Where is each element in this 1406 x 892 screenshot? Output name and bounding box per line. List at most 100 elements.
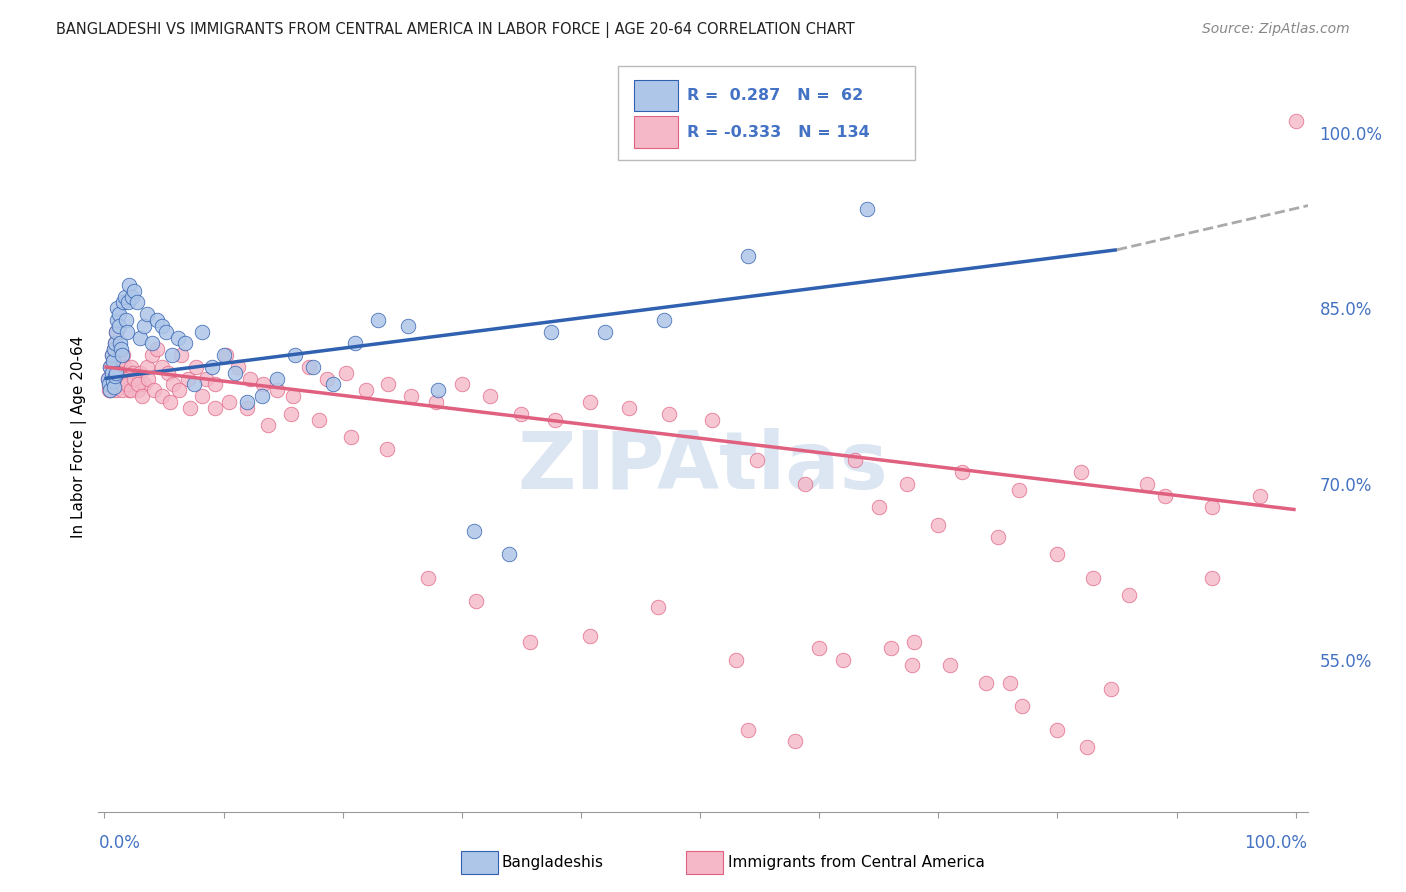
Point [785, 734, 807, 748]
Point [868, 500, 890, 515]
Text: BANGLADESHI VS IMMIGRANTS FROM CENTRAL AMERICA IN LABOR FORCE | AGE 20-64 CORREL: BANGLADESHI VS IMMIGRANTS FROM CENTRAL A… [56, 22, 855, 38]
Point [115, 325, 138, 339]
Point [141, 348, 163, 362]
Point [1118, 588, 1140, 602]
Point [114, 366, 136, 380]
Point [122, 284, 145, 298]
Point [396, 318, 419, 333]
Point [174, 336, 197, 351]
Point [103, 343, 125, 357]
Point [146, 343, 169, 357]
Point [100, 348, 122, 362]
Text: R = -0.333   N = 134: R = -0.333 N = 134 [688, 125, 870, 140]
Point [155, 325, 177, 339]
Point [266, 371, 288, 385]
Point [100, 348, 122, 362]
Point [200, 359, 222, 374]
Point [118, 384, 141, 398]
Point [97, 371, 120, 385]
Point [479, 389, 502, 403]
Point [136, 359, 159, 374]
Point [138, 371, 160, 385]
Point [316, 371, 339, 385]
Point [322, 377, 344, 392]
Point [224, 366, 246, 380]
Point [98, 384, 121, 398]
Point [236, 401, 259, 415]
Point [737, 723, 759, 737]
Point [280, 407, 302, 421]
Point [132, 318, 155, 333]
Point [252, 377, 274, 392]
Point [150, 318, 173, 333]
Point [105, 325, 128, 339]
Point [100, 366, 122, 380]
Point [105, 366, 128, 380]
Point [98, 384, 121, 398]
FancyBboxPatch shape [634, 79, 678, 112]
Point [110, 366, 132, 380]
Point [150, 359, 173, 374]
FancyBboxPatch shape [634, 116, 678, 148]
Point [399, 389, 422, 403]
Point [463, 524, 485, 538]
Point [114, 313, 136, 327]
Point [169, 384, 191, 398]
Point [593, 325, 616, 339]
Point [103, 380, 125, 394]
Point [124, 377, 146, 392]
Point [141, 336, 163, 351]
Point [1136, 476, 1159, 491]
Point [103, 366, 125, 380]
Point [375, 442, 398, 456]
Text: R =  0.287   N =  62: R = 0.287 N = 62 [688, 88, 863, 103]
Point [104, 369, 127, 384]
Point [111, 384, 134, 398]
Point [117, 295, 139, 310]
Point [579, 629, 602, 643]
Point [340, 430, 363, 444]
Point [204, 401, 226, 415]
FancyBboxPatch shape [619, 66, 915, 160]
Point [127, 377, 149, 392]
Point [579, 395, 602, 409]
Point [150, 389, 173, 403]
Point [1285, 114, 1308, 128]
Point [856, 202, 879, 216]
Point [950, 465, 973, 479]
Point [544, 412, 567, 426]
Point [418, 571, 440, 585]
Point [194, 371, 217, 385]
Point [450, 377, 472, 392]
Y-axis label: In Labor Force | Age 20-64: In Labor Force | Age 20-64 [72, 336, 87, 538]
Point [426, 384, 449, 398]
Point [1008, 483, 1031, 497]
Point [647, 599, 669, 614]
Point [104, 369, 127, 384]
Point [108, 359, 131, 374]
Point [167, 330, 190, 344]
Point [308, 412, 330, 426]
Point [98, 384, 121, 398]
Point [226, 359, 249, 374]
Point [987, 530, 1010, 544]
Point [136, 307, 159, 321]
Point [101, 371, 124, 385]
Point [115, 377, 138, 392]
Point [974, 676, 997, 690]
Point [105, 325, 128, 339]
Point [101, 354, 124, 368]
Point [122, 366, 145, 380]
Point [343, 336, 366, 351]
Text: Source: ZipAtlas.com: Source: ZipAtlas.com [1202, 22, 1350, 37]
Point [177, 371, 200, 385]
Point [204, 377, 226, 392]
Point [901, 658, 924, 673]
Point [1070, 465, 1092, 479]
Point [724, 652, 747, 666]
Point [103, 380, 125, 394]
Point [540, 325, 562, 339]
Point [162, 348, 184, 362]
Point [356, 384, 378, 398]
Point [120, 384, 142, 398]
